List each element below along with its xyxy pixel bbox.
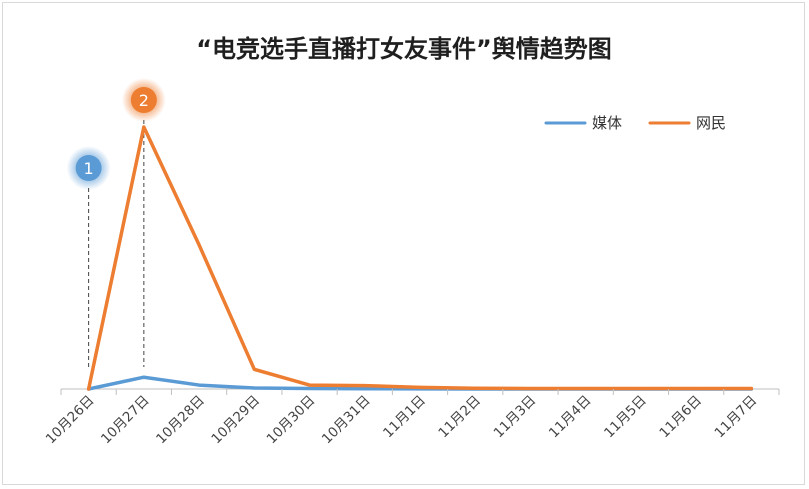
data-point bbox=[197, 243, 201, 247]
series-layer bbox=[86, 125, 754, 391]
data-point bbox=[363, 384, 367, 388]
x-tick-label: 10月27日 bbox=[98, 393, 153, 448]
x-tick-label: 11月7日 bbox=[712, 393, 761, 442]
annotation-layer: 12 bbox=[66, 78, 166, 367]
x-tick-label: 10月29日 bbox=[208, 393, 263, 448]
data-point bbox=[528, 386, 532, 390]
x-tick-label: 11月6日 bbox=[656, 393, 705, 442]
data-point bbox=[142, 375, 146, 379]
data-point bbox=[252, 386, 256, 390]
annotation-number: 2 bbox=[139, 91, 149, 110]
data-point bbox=[252, 367, 256, 371]
data-point bbox=[473, 386, 477, 390]
x-tick-label: 10月26日 bbox=[43, 393, 98, 448]
data-point bbox=[363, 387, 367, 391]
line-chart: “电竞选手直播打女友事件”舆情趋势图 媒体 网民 12 10月26日 10月27日… bbox=[43, 35, 780, 448]
legend-label-media: 媒体 bbox=[592, 114, 622, 132]
x-tick-label: 11月4日 bbox=[546, 393, 595, 442]
chart-title: “电竞选手直播打女友事件”舆情趋势图 bbox=[196, 35, 612, 63]
legend: 媒体 网民 bbox=[544, 114, 726, 132]
data-point bbox=[308, 383, 312, 387]
x-tick-label: 11月5日 bbox=[601, 393, 650, 442]
data-point bbox=[639, 386, 643, 390]
data-point bbox=[584, 386, 588, 390]
data-point bbox=[308, 386, 312, 390]
data-point bbox=[197, 383, 201, 387]
data-point bbox=[418, 385, 422, 389]
x-tick-label: 11月3日 bbox=[491, 393, 540, 442]
x-tick-label: 11月1日 bbox=[380, 393, 429, 442]
legend-label-netizens: 网民 bbox=[696, 114, 726, 132]
x-tick-label: 10月30日 bbox=[264, 393, 319, 448]
x-tick-label: 11月2日 bbox=[435, 393, 484, 442]
data-point bbox=[142, 125, 146, 129]
annotation-marker bbox=[130, 87, 157, 113]
data-point bbox=[87, 387, 91, 391]
data-point bbox=[694, 386, 698, 390]
x-tick-label: 10月31日 bbox=[319, 393, 374, 448]
data-point bbox=[749, 386, 753, 390]
annotation-number: 1 bbox=[84, 159, 94, 178]
x-tick-labels: 10月26日 10月27日 10月28日 10月29日 10月30日 10月31日 11月1… bbox=[43, 389, 780, 448]
x-tick-label: 10月28日 bbox=[153, 393, 208, 448]
series-line-netizens bbox=[86, 125, 754, 391]
annotation-marker bbox=[75, 155, 102, 181]
